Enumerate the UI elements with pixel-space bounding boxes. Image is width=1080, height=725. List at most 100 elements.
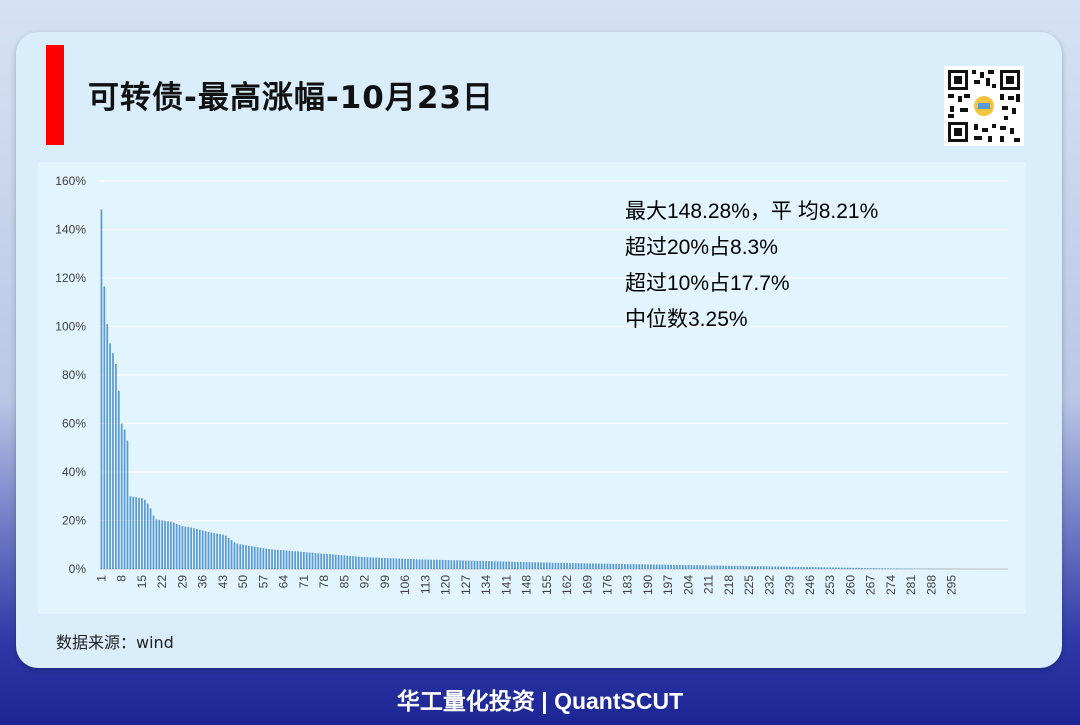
bar bbox=[858, 567, 860, 569]
bar bbox=[204, 531, 207, 569]
bar bbox=[574, 563, 577, 569]
bar bbox=[580, 563, 583, 569]
bar bbox=[762, 566, 765, 569]
bar bbox=[409, 559, 412, 569]
bar bbox=[193, 528, 195, 569]
bar bbox=[678, 564, 681, 569]
bar bbox=[360, 556, 363, 569]
bar bbox=[172, 522, 175, 569]
bar bbox=[511, 561, 513, 569]
bar bbox=[806, 567, 808, 569]
x-tick-label: 169 bbox=[580, 575, 594, 595]
bar bbox=[783, 566, 785, 569]
bar bbox=[667, 564, 670, 569]
bar bbox=[493, 561, 496, 569]
x-tick-label: 232 bbox=[762, 575, 776, 595]
bar bbox=[224, 535, 227, 569]
bar bbox=[531, 562, 534, 569]
bar bbox=[635, 564, 638, 569]
bar bbox=[855, 567, 858, 569]
y-tick-label: 120% bbox=[55, 271, 86, 285]
bar bbox=[826, 567, 829, 569]
bar bbox=[175, 523, 178, 569]
x-tick-label: 176 bbox=[600, 575, 614, 595]
bar bbox=[884, 568, 886, 569]
bar bbox=[184, 526, 187, 569]
bar bbox=[418, 559, 421, 569]
x-tick-label: 253 bbox=[823, 575, 837, 595]
bar bbox=[265, 548, 268, 569]
bar bbox=[800, 566, 803, 569]
x-tick-label: 183 bbox=[621, 575, 635, 595]
bar bbox=[482, 560, 485, 569]
y-tick-label: 160% bbox=[55, 174, 86, 188]
bar bbox=[866, 568, 869, 569]
bar bbox=[450, 560, 453, 569]
bar bbox=[670, 564, 672, 569]
bar bbox=[499, 561, 502, 569]
bar bbox=[340, 555, 343, 569]
bar bbox=[647, 564, 649, 569]
bar bbox=[725, 565, 727, 569]
bar bbox=[693, 565, 696, 569]
y-tick-label: 60% bbox=[62, 417, 86, 431]
bar bbox=[181, 526, 184, 569]
x-tick-label: 295 bbox=[945, 575, 959, 595]
bar bbox=[138, 497, 140, 569]
bar bbox=[823, 567, 826, 569]
bar bbox=[334, 554, 337, 569]
x-tick-label: 190 bbox=[641, 575, 655, 595]
bar bbox=[441, 559, 444, 569]
bar bbox=[178, 525, 181, 569]
x-tick-label: 57 bbox=[256, 575, 270, 589]
bar bbox=[462, 560, 464, 569]
bar bbox=[300, 551, 302, 569]
bar bbox=[305, 552, 308, 569]
x-tick-label: 260 bbox=[843, 575, 857, 595]
bar bbox=[245, 545, 247, 569]
bar bbox=[398, 558, 401, 569]
bar bbox=[233, 542, 236, 569]
x-tick-label: 239 bbox=[783, 575, 797, 595]
bar bbox=[276, 549, 279, 569]
bar bbox=[676, 564, 678, 569]
bar bbox=[123, 429, 126, 569]
bar bbox=[227, 537, 230, 569]
title-accent-bar bbox=[46, 45, 64, 145]
page-title: 可转债-最高涨幅-10月23日 bbox=[88, 80, 495, 116]
x-tick-label: 71 bbox=[297, 575, 311, 589]
x-tick-label: 197 bbox=[661, 575, 675, 595]
bar bbox=[346, 555, 349, 569]
bar bbox=[832, 567, 834, 569]
bar bbox=[386, 558, 389, 569]
bar bbox=[609, 563, 612, 569]
bar bbox=[164, 520, 166, 569]
x-tick-label: 288 bbox=[924, 575, 938, 595]
bar bbox=[756, 566, 759, 569]
bar bbox=[788, 566, 791, 569]
bar bbox=[534, 562, 537, 569]
bar bbox=[615, 563, 618, 569]
bar bbox=[508, 561, 511, 569]
bar bbox=[297, 551, 299, 569]
bar bbox=[291, 551, 294, 569]
bar bbox=[650, 564, 652, 569]
y-tick-label: 40% bbox=[62, 465, 86, 479]
qr-code-icon bbox=[944, 66, 1024, 146]
bar bbox=[488, 561, 490, 569]
bar bbox=[109, 343, 111, 569]
bar bbox=[190, 527, 192, 569]
bar bbox=[149, 508, 152, 569]
bar bbox=[407, 558, 409, 569]
bar bbox=[696, 565, 699, 569]
y-tick-label: 20% bbox=[62, 514, 86, 528]
bar bbox=[196, 528, 198, 569]
x-tick-label: 22 bbox=[155, 575, 169, 589]
bar bbox=[401, 558, 404, 569]
bar bbox=[569, 563, 571, 569]
bar bbox=[467, 560, 470, 569]
x-tick-label: 274 bbox=[884, 575, 898, 595]
bar bbox=[835, 567, 837, 569]
bar bbox=[606, 563, 609, 569]
bar bbox=[459, 560, 461, 569]
